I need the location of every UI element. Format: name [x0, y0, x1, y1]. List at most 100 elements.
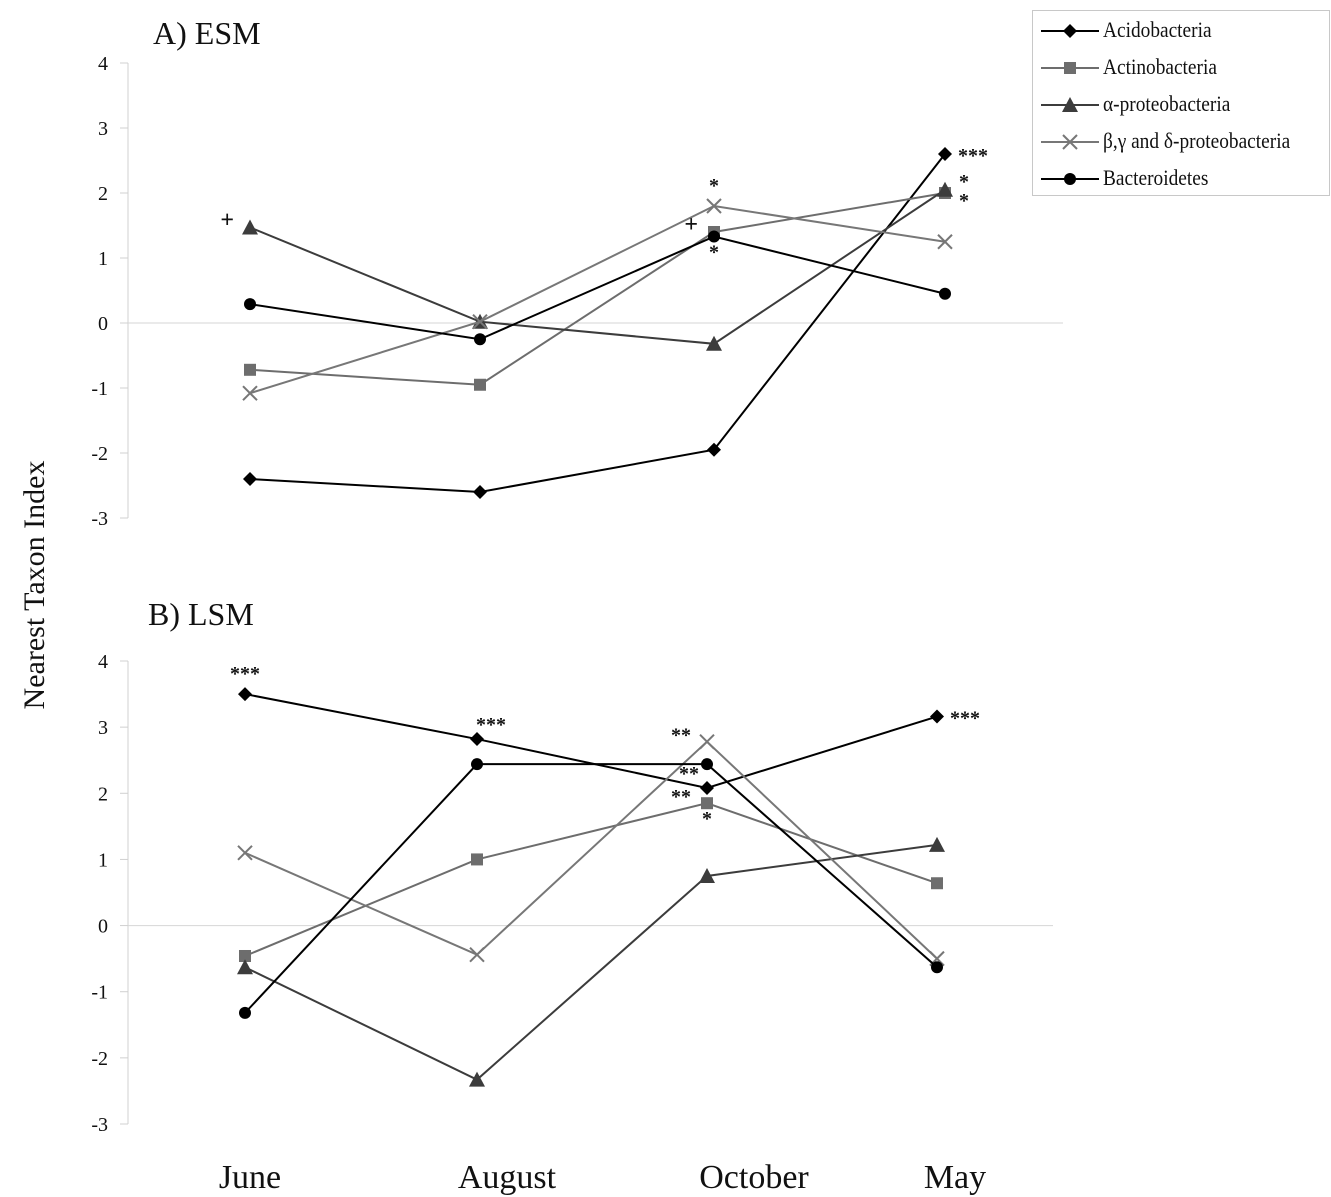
legend: Acidobacteria Actinobacteria α-proteobacte…	[1032, 10, 1330, 196]
data-point	[706, 335, 722, 351]
data-point	[708, 230, 720, 243]
series-diamond	[243, 147, 952, 499]
legend-label: β,γ and δ-proteobacteria	[1103, 128, 1291, 153]
series-line	[249, 235, 946, 341]
y-tick-label: -1	[91, 378, 108, 400]
data-point	[700, 780, 714, 795]
data-point	[472, 313, 488, 330]
series-x	[237, 733, 945, 967]
legend-item: Acidobacteria	[1033, 13, 1329, 49]
significance-annotation: *	[959, 190, 969, 212]
legend-swatch	[1041, 62, 1099, 74]
series-triangle	[237, 836, 945, 1087]
data-point	[474, 378, 486, 391]
series-square	[244, 187, 951, 391]
y-axis-label: Nearest Taxon Index	[18, 461, 51, 710]
series-diamond	[238, 687, 944, 795]
series-line	[249, 153, 946, 494]
data-point	[242, 385, 258, 401]
data-point	[937, 181, 953, 197]
significance-annotation: *	[709, 242, 719, 264]
series-line	[244, 802, 938, 957]
significance-annotation: **	[671, 786, 691, 808]
legend-item: Bacteroidetes	[1033, 161, 1329, 197]
data-point	[699, 867, 715, 883]
legend-swatch	[1041, 134, 1099, 150]
significance-annotation: *	[702, 808, 712, 830]
series-line	[249, 192, 946, 386]
data-point	[471, 853, 483, 866]
data-point	[471, 758, 483, 771]
data-point	[239, 1006, 251, 1019]
x-tick-label: October	[699, 1159, 809, 1196]
y-tick-label: -3	[91, 1114, 108, 1136]
y-tick-label: 1	[98, 849, 108, 871]
y-tick-label: 0	[98, 313, 108, 335]
data-point	[237, 845, 253, 861]
y-tick-label: 2	[98, 183, 108, 205]
significance-annotation: ***	[958, 145, 988, 167]
legend-marker	[1064, 173, 1076, 185]
data-point	[242, 219, 258, 235]
data-point	[937, 234, 953, 250]
legend-label: α-proteobacteria	[1103, 91, 1231, 116]
significance-annotation: **	[671, 725, 691, 747]
significance-annotation: ***	[950, 708, 980, 730]
series-line	[249, 188, 946, 345]
data-point	[244, 363, 256, 376]
data-point	[469, 946, 485, 963]
series-line	[244, 763, 938, 1014]
data-point	[939, 287, 951, 300]
data-point	[929, 836, 945, 852]
series-line	[244, 693, 938, 790]
data-point	[701, 797, 713, 810]
data-point	[931, 961, 943, 974]
significance-annotation: +	[220, 207, 234, 233]
series-line	[244, 740, 938, 960]
legend-label: Actinobacteria	[1103, 54, 1217, 79]
data-point	[239, 949, 251, 962]
data-point	[469, 1071, 485, 1087]
y-tick-label: 1	[98, 248, 108, 270]
legend-marker	[1062, 97, 1078, 112]
y-tick-label: -3	[91, 508, 108, 530]
y-tick-label: -2	[91, 443, 108, 465]
series-circle	[244, 230, 951, 346]
panel-title: B) LSM	[148, 596, 254, 632]
x-tick-label: May	[924, 1159, 986, 1196]
y-tick-label: -2	[91, 1048, 108, 1070]
series-triangle	[242, 181, 953, 351]
data-point	[237, 959, 253, 975]
x-axis-labels: June August October May	[219, 1159, 986, 1196]
data-point	[238, 687, 252, 702]
legend-swatch	[1041, 97, 1099, 112]
legend-label: Bacteroidetes	[1103, 165, 1209, 190]
series-line	[244, 843, 938, 1081]
data-point	[243, 472, 257, 486]
y-tick-label: -1	[91, 982, 108, 1004]
data-point	[699, 733, 715, 750]
significance-annotation: *	[709, 175, 719, 197]
panel-title: A) ESM	[153, 15, 261, 51]
x-tick-label: August	[458, 1159, 557, 1196]
legend-marker	[1063, 24, 1077, 38]
y-tick-label: 0	[98, 916, 108, 938]
significance-annotation: **	[679, 763, 699, 785]
data-point	[473, 485, 487, 499]
y-tick-label: 4	[98, 53, 108, 75]
y-tick-label: 2	[98, 783, 108, 805]
data-point	[701, 758, 713, 771]
legend-marker	[1064, 62, 1076, 74]
data-point	[931, 877, 943, 890]
y-tick-label: 3	[98, 717, 108, 739]
data-point	[706, 198, 722, 214]
significance-annotation: *	[959, 171, 969, 193]
legend-item: Actinobacteria	[1033, 50, 1329, 86]
y-tick-label: 3	[98, 118, 108, 140]
series-circle	[239, 758, 943, 1019]
data-point	[244, 298, 256, 311]
legend-swatch	[1041, 173, 1099, 185]
